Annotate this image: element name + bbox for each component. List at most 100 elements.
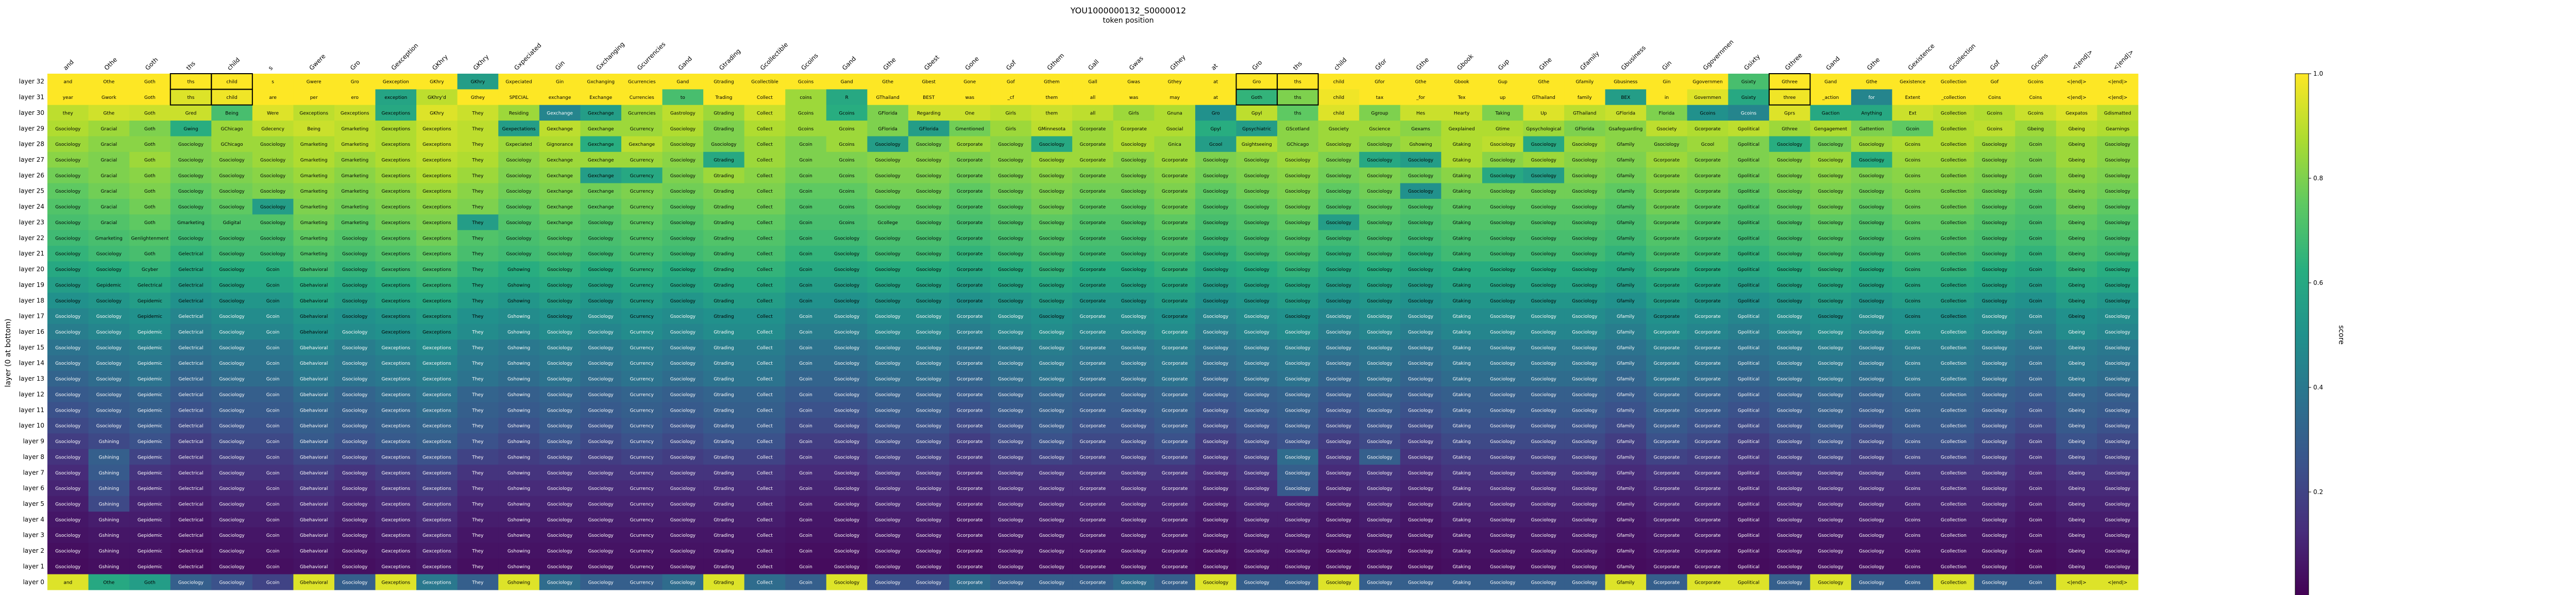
cell-label: Gsociology xyxy=(1531,580,1557,585)
heatmap-cell xyxy=(47,121,89,137)
cell-label: Gsociology xyxy=(55,565,81,570)
heatmap-cell xyxy=(293,121,335,137)
cell-label: Gcoins xyxy=(1905,486,1921,491)
cell-label: Gsociology xyxy=(1367,424,1393,429)
heatmap-cell xyxy=(1318,167,1360,184)
cell-label: Gexceptions xyxy=(422,471,451,476)
heatmap-cell xyxy=(785,89,827,106)
cell-label: Gsociology xyxy=(670,549,696,554)
cell-label: Gsociology xyxy=(547,314,573,319)
cell-label: Gsociology xyxy=(1408,330,1434,335)
heatmap-cell xyxy=(1236,74,1278,90)
cell-label: Goth xyxy=(144,158,156,163)
cell-label: Gsociology xyxy=(834,455,860,460)
heatmap-cell xyxy=(662,121,704,137)
heatmap-cell xyxy=(662,183,704,199)
cell-label: Were xyxy=(267,111,279,116)
cell-label: Gsociology xyxy=(1859,471,1885,476)
cell-label: Gcoin xyxy=(799,439,812,445)
cell-label: Gcoin xyxy=(2029,236,2042,241)
cell-label: Gcoins xyxy=(1905,346,1921,351)
cell-label: Gsociology xyxy=(1982,580,2008,585)
cell-label: Gcoin xyxy=(2029,377,2042,382)
cell-label: Gsociology xyxy=(55,142,81,147)
cell-label: Gcoin xyxy=(799,424,812,429)
cell-label: Gsociology xyxy=(547,408,573,413)
cell-label: Gexceptions xyxy=(422,283,451,288)
cell-label: Gcollection xyxy=(1941,408,1967,413)
cell-label: Gsociology xyxy=(998,299,1024,304)
cell-label: Gsociology xyxy=(1490,580,1516,585)
cell-label: Gsociology xyxy=(998,174,1024,179)
heatmap-cell xyxy=(1031,121,1073,137)
cell-label: Gtrading xyxy=(714,361,734,366)
heatmap-cell xyxy=(1236,105,1278,121)
cell-label: Gbusiness xyxy=(1614,80,1638,85)
cell-label: Gcoins xyxy=(1905,565,1921,570)
cell-label: Gcoin xyxy=(266,314,280,319)
heatmap-cell xyxy=(1974,121,2015,137)
cell-label: Gcollection xyxy=(1941,111,1967,116)
cell-label: Gsociology xyxy=(1572,486,1598,491)
heatmap-cell xyxy=(1892,121,1934,137)
heatmap-cell xyxy=(170,105,212,121)
cell-label: Gsociology xyxy=(547,346,573,351)
cell-label: may xyxy=(1170,95,1180,100)
cell-label: Gsociology xyxy=(1203,158,1229,163)
cell-label: Gcurrency xyxy=(630,393,654,398)
cell-label: Gsociology xyxy=(260,158,286,163)
cell-label: them xyxy=(1046,95,1058,100)
x-tick-label: Gcoins xyxy=(800,52,819,72)
y-tick-label: layer 0 xyxy=(23,579,44,586)
cell-label: Gcoin xyxy=(799,299,812,304)
cell-label: Gexceptions xyxy=(422,580,451,585)
heatmap-cell xyxy=(129,151,171,168)
cell-label: Gshowing xyxy=(507,299,530,304)
heatmap-cell xyxy=(1359,89,1401,106)
cell-label: Gcoins xyxy=(839,111,855,116)
cell-label: Gcoin xyxy=(266,518,280,523)
cell-label: Gfamily xyxy=(1617,361,1635,366)
cell-label: They xyxy=(471,142,484,147)
cell-label: Gfamily xyxy=(1617,314,1635,319)
cell-label: Gtaking xyxy=(1453,346,1471,351)
cell-label: Gsociology xyxy=(1490,471,1516,476)
cell-label: One xyxy=(965,111,975,116)
cell-label: Gcorporate xyxy=(957,205,983,210)
cell-label: Gbeing xyxy=(2027,127,2044,132)
heatmap-cell xyxy=(416,121,458,137)
cell-label: Gsociology xyxy=(2105,471,2131,476)
cell-label: Gpolitical xyxy=(1738,393,1759,398)
x-tick-label: child xyxy=(226,56,241,72)
cell-label: Gelectrical xyxy=(178,361,203,366)
cell-label: Gshowing xyxy=(507,486,530,491)
heatmap-cell xyxy=(129,167,171,184)
cell-label: Gsociology xyxy=(1121,393,1147,398)
heatmap-cell xyxy=(580,121,622,137)
cell-label: Collect xyxy=(757,565,773,570)
cell-label: Gtaking xyxy=(1453,408,1471,413)
cell-label: Gsociology xyxy=(1326,439,1352,445)
cell-label: Gcorporate xyxy=(1162,346,1188,351)
cell-label: Gxpeciated xyxy=(505,80,532,85)
cell-label: Gsociology xyxy=(1367,252,1393,257)
cell-label: Gsociology xyxy=(55,549,81,554)
cell-label: Gcoin xyxy=(799,408,812,413)
heatmap-cell xyxy=(1687,105,1728,121)
cell-label: Gracial xyxy=(101,158,117,163)
cell-label: Gsociology xyxy=(834,252,860,257)
heatmap-cell xyxy=(1318,136,1360,152)
cell-label: Gcoin xyxy=(799,236,812,241)
cell-label: Gcoin xyxy=(2029,346,2042,351)
cell-label: Gexchange xyxy=(588,111,614,116)
cell-label: Gsociology xyxy=(2105,565,2131,570)
cell-label: Gsociology xyxy=(670,439,696,445)
heatmap-cell xyxy=(211,183,253,199)
cell-label: Gcorporate xyxy=(1162,549,1188,554)
cell-label: Gtaking xyxy=(1453,471,1471,476)
cell-label: Gcurrency xyxy=(630,502,654,507)
cell-label: Gsociology xyxy=(55,127,81,132)
cell-label: Gbehavioral xyxy=(300,565,328,570)
cell-label: Gtaking xyxy=(1453,393,1471,398)
cell-label: Gcurrency xyxy=(630,533,654,538)
